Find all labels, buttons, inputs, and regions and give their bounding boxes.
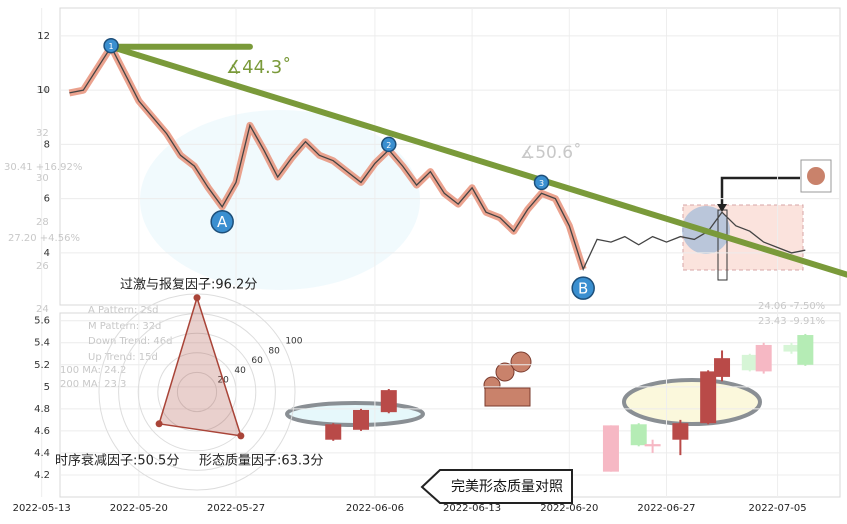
- pattern-point-label: B: [578, 280, 588, 298]
- radar-ring: [176, 371, 218, 413]
- pattern-point: [210, 209, 234, 234]
- overlay-text: 28: [36, 217, 49, 228]
- y-tick-label: 4.4: [34, 448, 50, 459]
- y-tick-label: 5.2: [34, 360, 50, 371]
- pattern-point-label: A: [217, 213, 228, 231]
- radar-label: 形态质量因子:63.3分: [199, 454, 323, 469]
- pattern-point: [533, 174, 550, 191]
- x-tick-label: 2022-06-06: [346, 503, 404, 514]
- overlay-text: 23.43 -9.91%: [758, 316, 825, 327]
- candle-body: [797, 335, 814, 365]
- x-tick-label: 2022-07-05: [749, 503, 807, 514]
- overlay-text: ∡50.6˚: [520, 142, 582, 163]
- radar-ring: [137, 332, 257, 452]
- x-tick-label: 2022-05-27: [207, 503, 265, 514]
- pattern-point: [103, 37, 119, 54]
- icon: [807, 167, 825, 185]
- x-tick-label: 2022-06-20: [540, 503, 598, 514]
- trend-line: [108, 43, 847, 278]
- overlay-text: 30.41 +16.92%: [4, 162, 82, 173]
- y-tick-label: 5.6: [34, 316, 50, 327]
- overlay-text: 200 MA: 23.3: [60, 379, 126, 390]
- top-panel: [59, 7, 841, 306]
- overlay-text: 24: [36, 304, 49, 315]
- overlay-text: Up Trend: 15d: [88, 352, 158, 363]
- candle-body: [783, 344, 800, 352]
- button-shape[interactable]: [420, 469, 573, 504]
- y-tick-label: 5: [44, 382, 50, 393]
- overlay-text: Down Trend: 46d: [88, 336, 173, 347]
- candle-body: [380, 390, 397, 413]
- overlay-text: 100 MA: 24.2: [60, 365, 126, 376]
- radar-ring: [118, 313, 276, 471]
- radar-tick-label: 60: [251, 356, 263, 366]
- y-tick-label: 5.4: [34, 338, 50, 349]
- x-tick-label: 2022-06-13: [443, 503, 501, 514]
- angle-label: ∡44.3˚: [226, 57, 291, 78]
- pattern-point-label: 2: [386, 141, 391, 150]
- x-tick-label: 2022-06-27: [637, 503, 695, 514]
- mascot-group: [483, 351, 532, 407]
- overlay-text: 24.06 -7.50%: [758, 301, 825, 312]
- y-tick-label: 4.8: [34, 404, 50, 415]
- y-tick-label: 4.6: [34, 426, 50, 437]
- y-tick-label: 8: [44, 139, 50, 150]
- candle-body: [741, 354, 758, 371]
- candle-body: [630, 424, 647, 446]
- overlay-text: A Pattern: 2sd: [88, 305, 158, 316]
- pointer-line: [720, 176, 800, 210]
- overlay-text: 30: [36, 173, 49, 184]
- mascot: [510, 351, 532, 373]
- radar-ring: [157, 352, 237, 432]
- y-tick-label: 12: [37, 31, 50, 42]
- radar-tick-label: 80: [268, 346, 280, 356]
- y-tick-label: 4: [44, 248, 50, 259]
- x-tick-label: 2022-05-13: [13, 503, 71, 514]
- overlay-text: 34: [36, 85, 49, 96]
- button[interactable]: 完美形态质量对照: [420, 469, 573, 504]
- pattern-point: [381, 136, 397, 153]
- y-tick-label: 10: [37, 85, 50, 96]
- pattern-point-label: 3: [539, 179, 544, 188]
- candle-body: [325, 424, 342, 440]
- candle-body: [644, 444, 661, 447]
- y-tick-label: 4.2: [34, 470, 50, 481]
- radar-point: [237, 432, 245, 440]
- x-tick-label: 2022-05-20: [110, 503, 168, 514]
- candle-body: [602, 425, 619, 472]
- candle-body: [755, 344, 772, 372]
- watermark-mascot: [140, 110, 420, 290]
- candle-body: [700, 371, 717, 424]
- radar-point: [155, 420, 163, 428]
- overlay-text: 27.20 +4.56%: [8, 233, 80, 244]
- candle-body: [714, 358, 731, 377]
- radar-tick-label: 40: [234, 366, 246, 376]
- ring-right: [622, 378, 762, 426]
- mascot-body: [484, 387, 531, 407]
- pointer-arrow: [717, 204, 727, 212]
- price-line: [69, 45, 806, 271]
- radar-label: 时序衰减因子:50.5分: [55, 453, 179, 469]
- button-label[interactable]: 完美形态质量对照: [451, 479, 563, 495]
- overlay-text: 26: [36, 261, 49, 272]
- candle-body: [672, 423, 689, 440]
- candle-body: [353, 409, 370, 430]
- pattern-point: [571, 276, 595, 300]
- radar-tick-label: 100: [285, 337, 302, 347]
- radar-point: [193, 294, 201, 302]
- radar-area: [158, 295, 242, 437]
- overlay-text: 32: [36, 128, 49, 139]
- y-tick-label: 6: [44, 194, 50, 205]
- radar-label: 过激与报复因子:96.2分: [120, 278, 257, 293]
- mascot: [495, 362, 515, 382]
- pattern-point-label: 1: [109, 42, 114, 51]
- radar-ring: [98, 293, 296, 491]
